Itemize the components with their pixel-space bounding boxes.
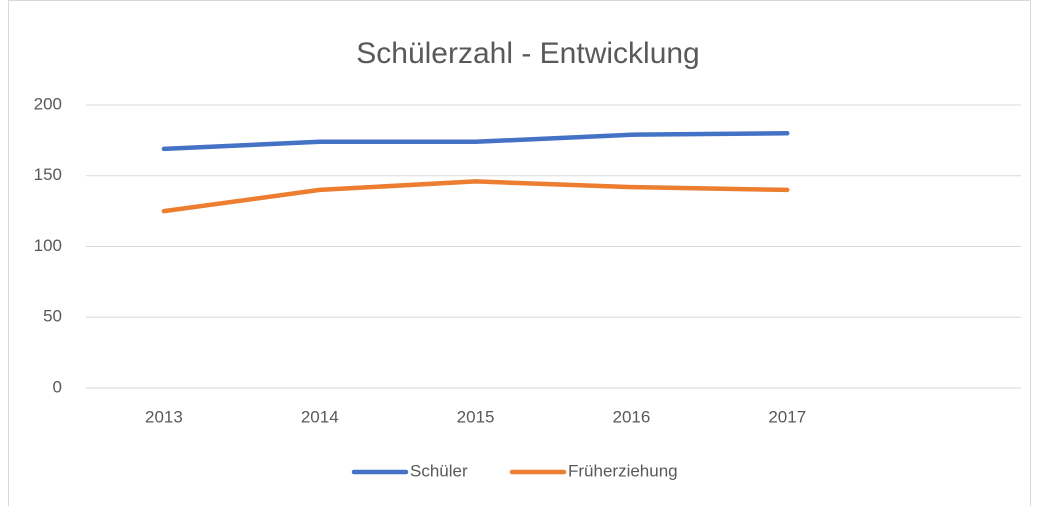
y-tick-label: 50 [43,307,62,326]
y-tick-label: 0 [53,377,62,396]
y-tick-label: 100 [34,236,62,255]
y-tick-label: 200 [34,94,62,113]
legend-label: Früherziehung [568,461,678,480]
x-tick-label: 2017 [768,407,806,426]
legend-label: Schüler [410,461,468,480]
x-tick-label: 2015 [457,407,495,426]
x-tick-label: 2013 [145,407,183,426]
chart-frame [8,0,1031,506]
series-line [161,179,790,214]
x-tick-label: 2016 [613,407,651,426]
x-tick-label: 2014 [301,407,339,426]
y-tick-label: 150 [34,165,62,184]
series-line [161,131,790,152]
chart-title: Schülerzahl - Entwicklung [356,37,700,70]
